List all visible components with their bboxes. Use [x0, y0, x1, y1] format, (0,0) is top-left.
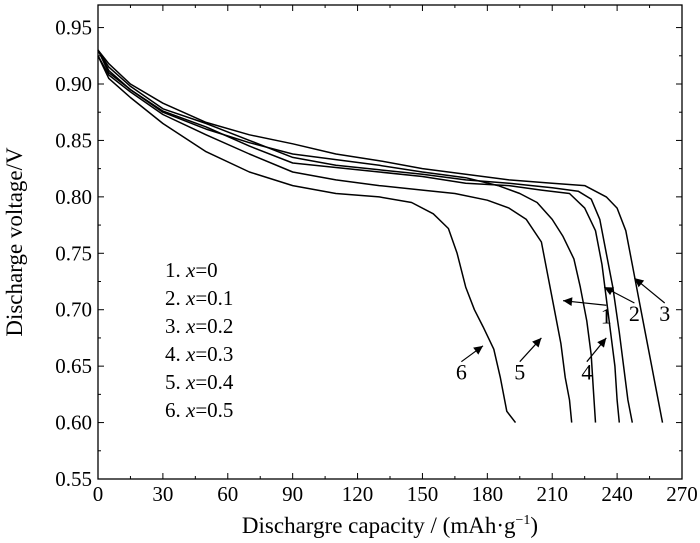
- legend-entry: 2. x=0.1: [165, 286, 233, 310]
- y-tick-labels: 0.55 0.60 0.65 0.70 0.75 0.80 0.85 0.90 0.95: [55, 16, 92, 491]
- curve-label-arrowhead-4: [597, 337, 607, 348]
- series-lines: [97, 49, 664, 424]
- curve-label-4: 4: [581, 360, 592, 385]
- y-tick-label: 0.75: [55, 241, 92, 265]
- legend-entry: 1. x=0: [165, 258, 218, 282]
- x-axis-title-sup: −1: [515, 513, 530, 528]
- legend-entry: 4. x=0.3: [165, 342, 233, 366]
- curve-label-1: 1: [601, 303, 612, 328]
- curve-label-arrowhead-1: [563, 297, 573, 306]
- x-tick-label: 90: [282, 482, 303, 506]
- x-axis-title-end: ): [530, 513, 538, 538]
- x-tick-label: 120: [342, 482, 374, 506]
- curve-label-arrowhead-3: [634, 278, 645, 288]
- x-tick-label: 210: [536, 482, 568, 506]
- curve-label-6: 6: [456, 360, 467, 385]
- y-tick-label: 0.90: [55, 72, 92, 96]
- curve-label-2: 2: [629, 301, 640, 326]
- x-axis-title-main: Dischargre capacity / (mAh·g: [242, 513, 516, 538]
- curve-label-arrowhead-6: [473, 345, 484, 355]
- x-tick-label: 240: [601, 482, 633, 506]
- x-tick-label: 60: [217, 482, 238, 506]
- x-tick-label: 150: [407, 482, 439, 506]
- series-line-4: [97, 49, 621, 423]
- legend-entry: 3. x=0.2: [165, 314, 233, 338]
- y-tick-label: 0.65: [55, 354, 92, 378]
- x-tick-label: 0: [93, 482, 104, 506]
- y-tick-label: 0.70: [55, 298, 92, 322]
- axis-ticks: [97, 5, 683, 480]
- y-tick-label: 0.95: [55, 16, 92, 40]
- series-line-2: [97, 49, 634, 423]
- x-tick-label: 180: [472, 482, 504, 506]
- curve-label-arrowhead-2: [604, 287, 615, 296]
- legend: 1. x=0 2. x=0.1 3. x=0.2 4. x=0.3 5. x=0.4 6.…: [165, 258, 234, 422]
- y-tick-label: 0.80: [55, 185, 92, 209]
- curve-labels: 1 2 3 4 5 6: [456, 277, 670, 385]
- x-axis-title: Dischargre capacity / (mAh·g−1): [242, 513, 538, 538]
- legend-entry: 6. x=0.5: [165, 398, 233, 422]
- curve-label-3: 3: [659, 301, 670, 326]
- series-line-6: [97, 55, 517, 424]
- x-tick-label: 30: [152, 482, 173, 506]
- series-line-3: [97, 49, 664, 423]
- x-tick-label: 270: [666, 482, 698, 506]
- legend-entry: 5. x=0.4: [165, 370, 234, 394]
- y-tick-label: 0.85: [55, 128, 92, 152]
- curve-label-arrowhead-5: [532, 337, 542, 348]
- y-tick-label: 0.55: [55, 467, 92, 491]
- x-tick-labels: 0 30 60 90 120 150 180 210 240 270: [93, 482, 698, 506]
- series-line-5: [97, 55, 573, 423]
- curve-label-5: 5: [514, 360, 525, 385]
- y-tick-label: 0.60: [55, 411, 92, 435]
- y-axis-title: Discharge voltage/V: [2, 147, 27, 337]
